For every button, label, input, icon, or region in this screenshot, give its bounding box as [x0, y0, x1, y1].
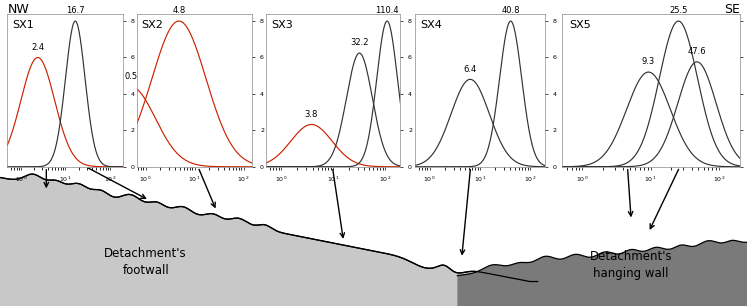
- Text: 40.8: 40.8: [501, 6, 520, 15]
- Text: SX4: SX4: [420, 20, 441, 30]
- Polygon shape: [0, 174, 538, 306]
- Text: Detachment's
footwall: Detachment's footwall: [105, 247, 187, 277]
- Text: 25.5: 25.5: [669, 6, 688, 15]
- Text: 3.8: 3.8: [305, 110, 318, 119]
- Text: 2.4: 2.4: [31, 43, 44, 52]
- Text: 0.5: 0.5: [124, 72, 137, 81]
- Text: 32.2: 32.2: [350, 38, 369, 47]
- Text: 16.7: 16.7: [66, 6, 84, 15]
- Text: SX2: SX2: [141, 20, 163, 30]
- Text: SX5: SX5: [569, 20, 591, 30]
- Polygon shape: [457, 240, 747, 306]
- Text: 110.4: 110.4: [375, 6, 399, 15]
- Text: 9.3: 9.3: [642, 57, 655, 66]
- Text: NW: NW: [7, 3, 29, 16]
- Text: 6.4: 6.4: [464, 65, 477, 73]
- Text: Detachment's
hanging wall: Detachment's hanging wall: [590, 250, 672, 280]
- Text: SX3: SX3: [271, 20, 293, 30]
- Text: SE: SE: [724, 3, 740, 16]
- Text: 47.6: 47.6: [688, 47, 706, 56]
- Text: SX1: SX1: [12, 20, 34, 30]
- Text: 4.8: 4.8: [173, 6, 185, 15]
